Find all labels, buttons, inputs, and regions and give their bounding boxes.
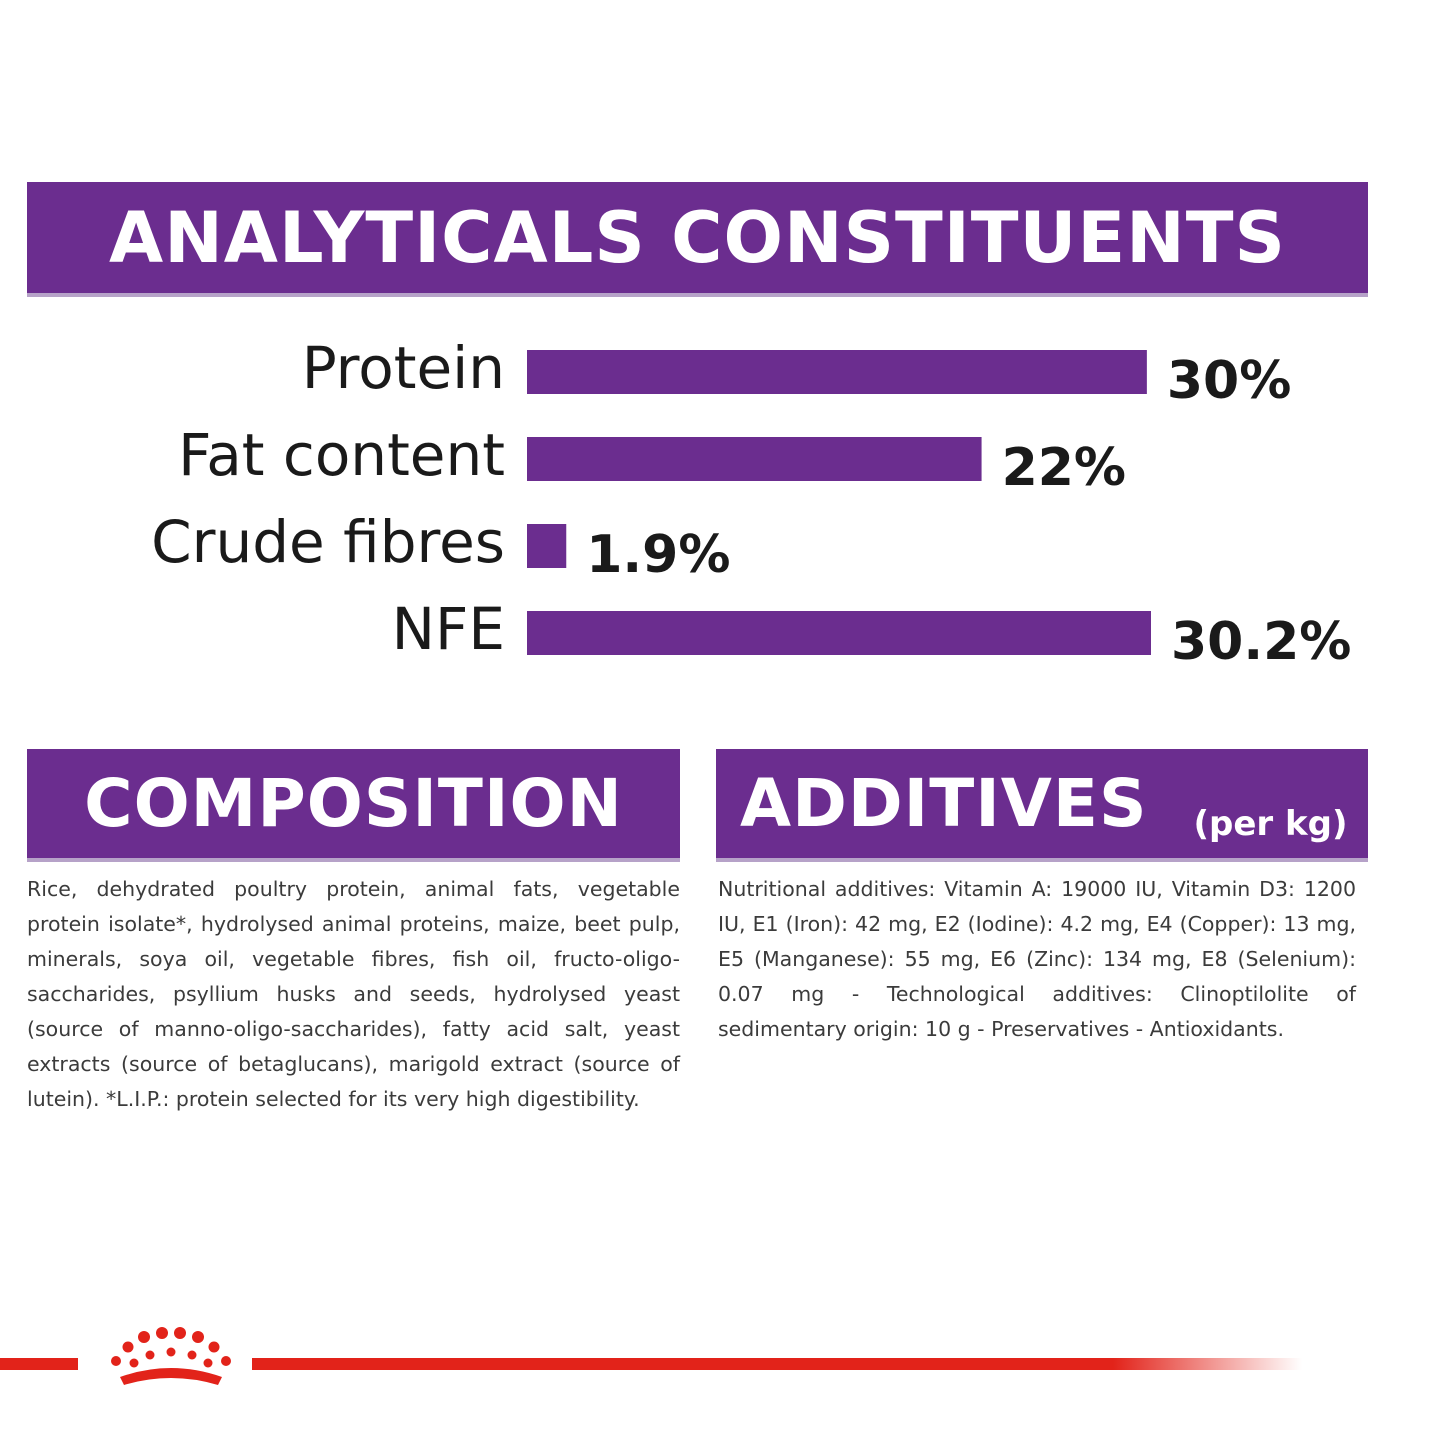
value-label: 1.9% [586,525,730,585]
category-label: Fat content [178,421,505,489]
analytical-constituents-title: ANALYTICALS CONSTITUENTS [109,196,1286,279]
bar [527,524,567,568]
additives-unit-label: (per kg) [1193,803,1348,844]
bar [527,437,982,481]
additives-title: ADDITIVES [740,765,1148,842]
additives-banner: ADDITIVES (per kg) [716,749,1368,862]
composition-text: Rice, dehydrated poultry protein, animal… [27,877,680,1111]
analytical-constituents-banner: ANALYTICALS CONSTITUENTS [27,182,1368,297]
category-label: Protein [302,334,505,402]
value-label: 30% [1167,351,1291,411]
footer-line-right [252,1358,1302,1370]
bar [527,611,1151,655]
footer-line-left [0,1358,78,1370]
additives-text: Nutritional additives: Vitamin A: 19000 … [718,877,1356,1041]
composition-banner: COMPOSITION [27,749,680,862]
category-label: Crude fibres [151,508,505,576]
analytical-constituents-chart: Protein 30% Fat content 22% Crude fibres 1.9%… [151,334,1351,672]
royal-canin-crown-icon [111,1327,231,1385]
category-label: NFE [392,595,505,663]
bar [527,350,1147,394]
value-label: 30.2% [1171,612,1351,672]
value-label: 22% [1002,438,1126,498]
composition-title: COMPOSITION [84,765,623,842]
